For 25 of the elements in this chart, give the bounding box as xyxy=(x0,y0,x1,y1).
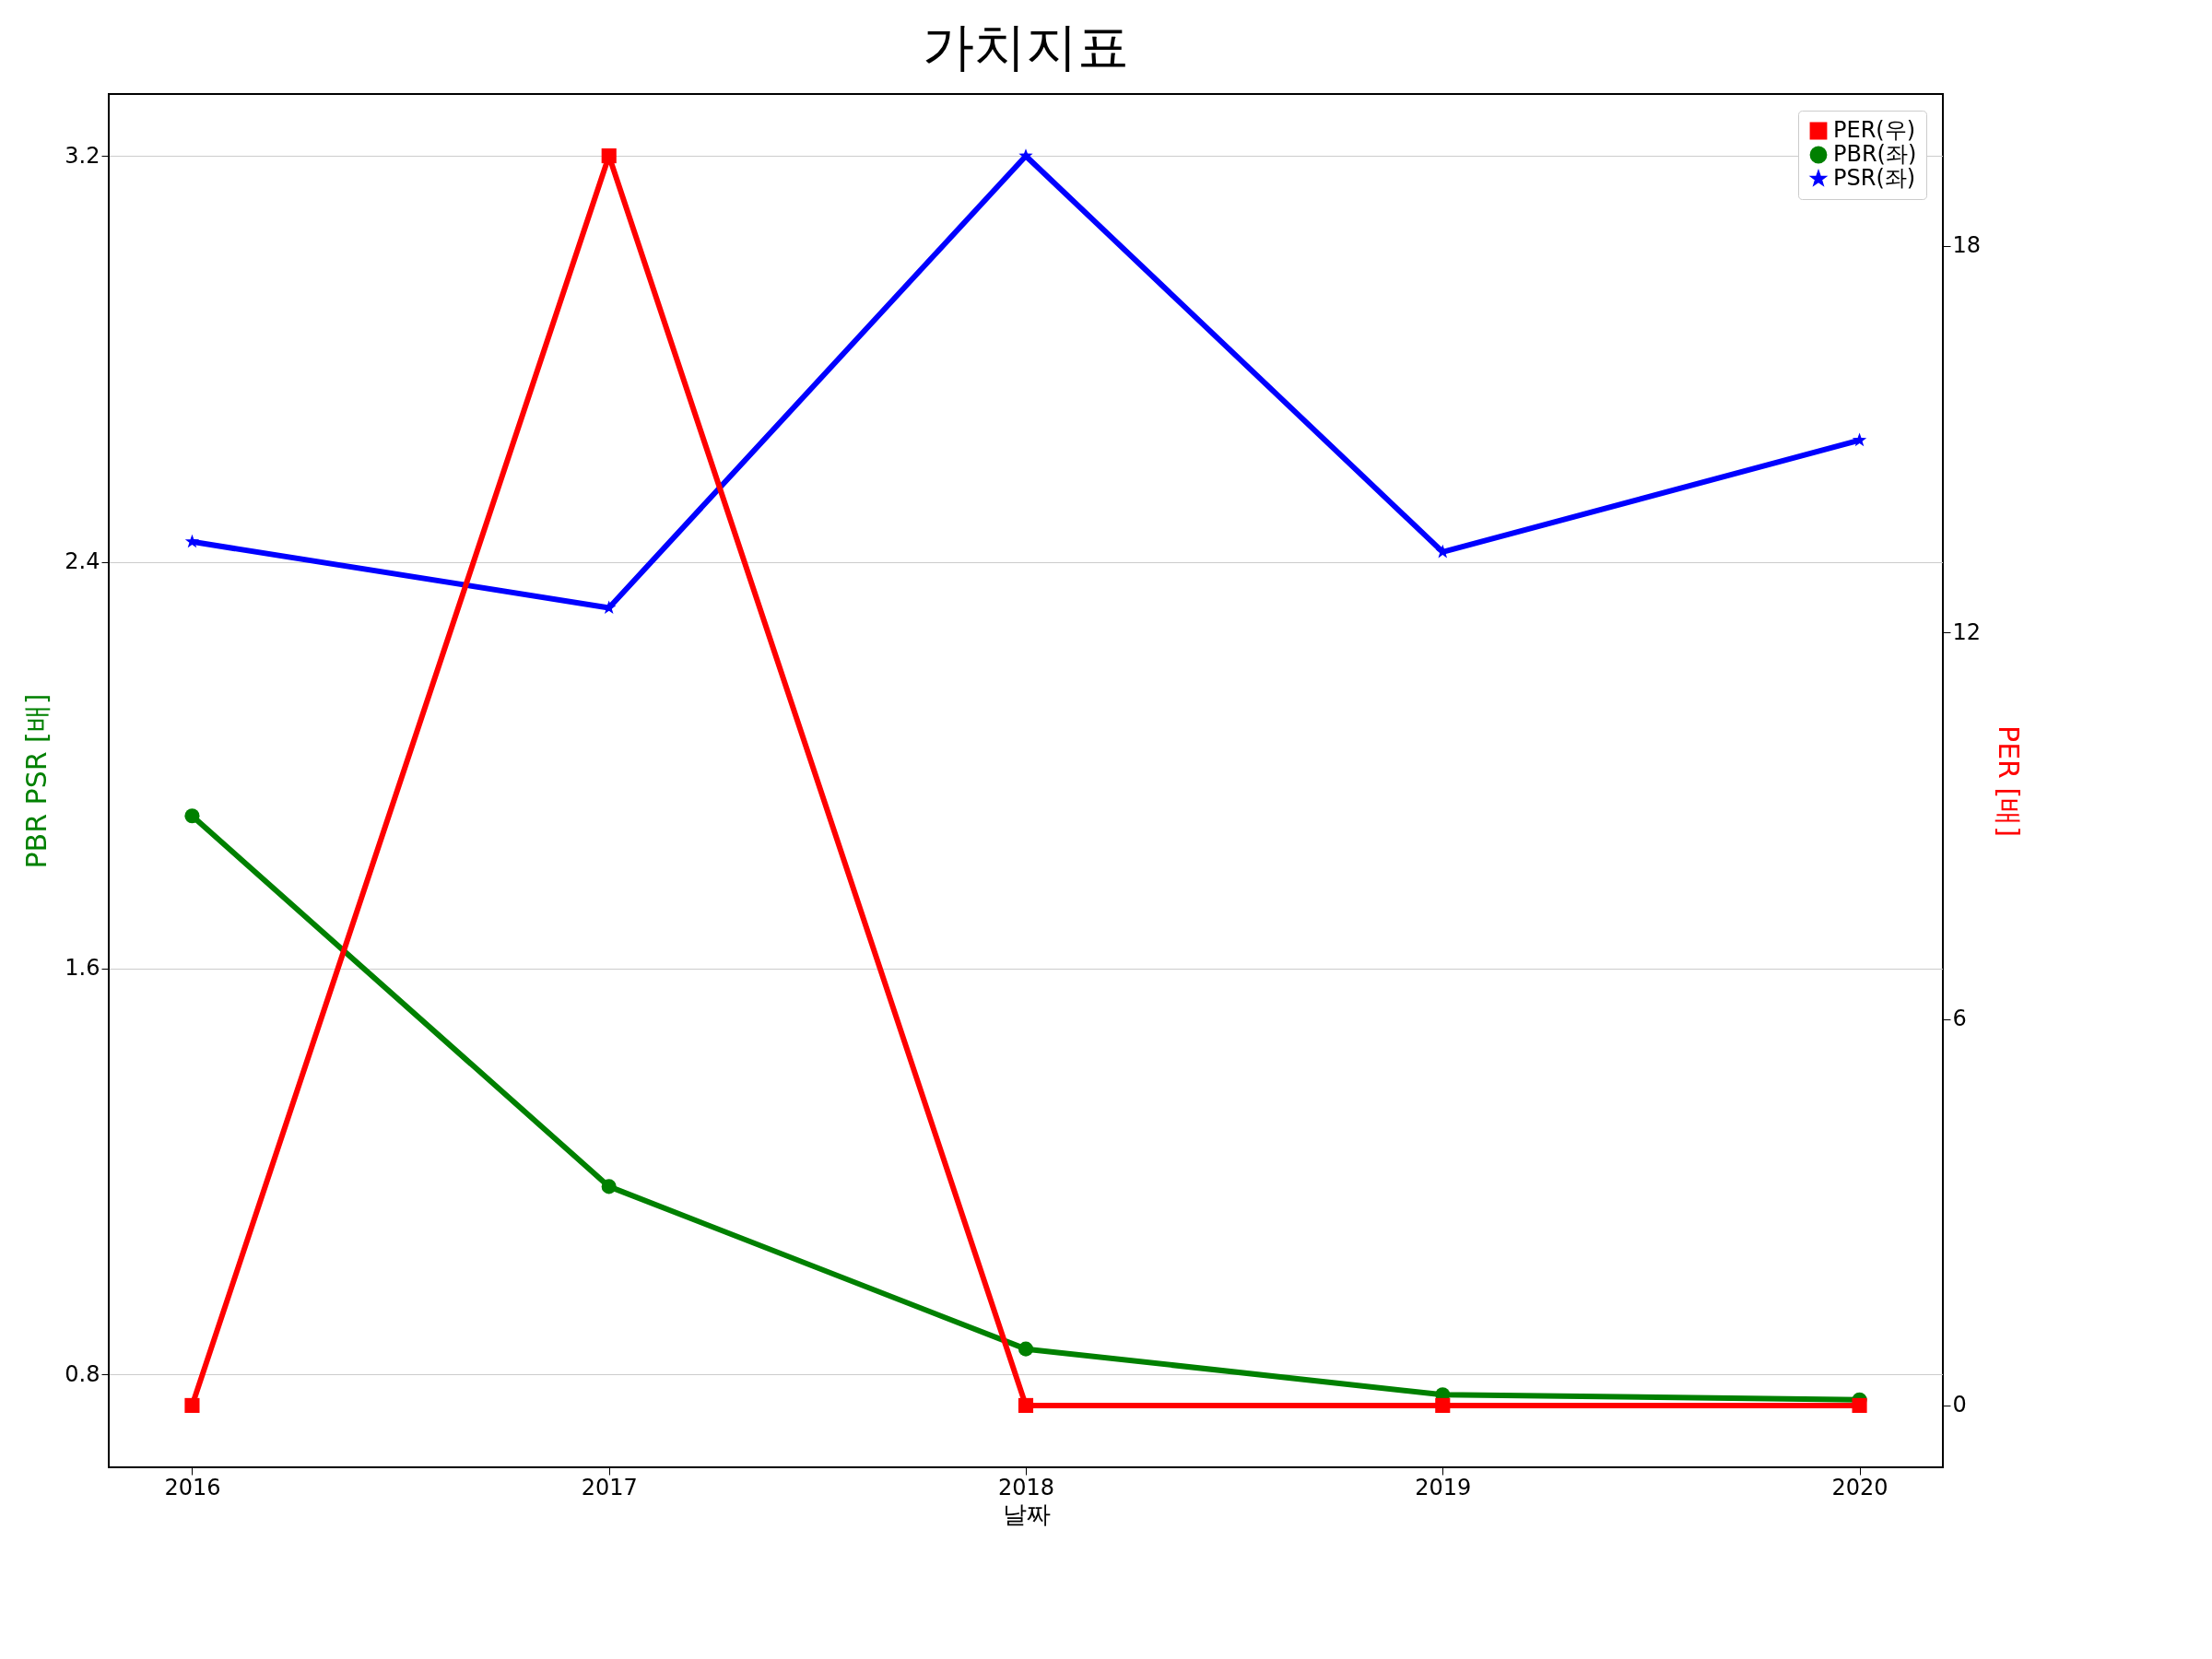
y2-axis-title: PER [배] xyxy=(1993,725,2026,837)
x-axis-title: 날짜 xyxy=(1002,1500,1051,1528)
y2-tick-label: 12 xyxy=(1952,618,1982,645)
x-tick-label: 2019 xyxy=(1415,1474,1472,1500)
x-tick-label: 2018 xyxy=(997,1474,1055,1500)
y-tick-label: 2.4 xyxy=(65,548,100,575)
y-tick-label: 0.8 xyxy=(65,1360,100,1387)
chart-title: 가치지표 xyxy=(923,17,1129,76)
x-tick-label: 2016 xyxy=(164,1474,221,1500)
legend-label: PSR(좌) xyxy=(1833,165,1916,191)
x-tick-label: 2020 xyxy=(1831,1474,1888,1500)
point xyxy=(601,1179,617,1194)
point xyxy=(184,808,200,824)
x-tick-label: 2017 xyxy=(581,1474,638,1500)
y2-tick-label: 6 xyxy=(1952,1006,1967,1032)
legend-label: PER(우) xyxy=(1833,117,1916,143)
point xyxy=(1852,432,1867,447)
legend-label: PBR(좌) xyxy=(1833,141,1917,167)
point xyxy=(184,534,200,548)
y-tick-label: 1.6 xyxy=(65,955,100,982)
y2-tick-label: 0 xyxy=(1952,1392,1967,1418)
point xyxy=(1018,1341,1034,1357)
y-axis-title: PBR PSR [배] xyxy=(20,693,53,869)
y-tick-label: 3.2 xyxy=(65,142,100,169)
y2-tick-label: 18 xyxy=(1952,232,1982,259)
